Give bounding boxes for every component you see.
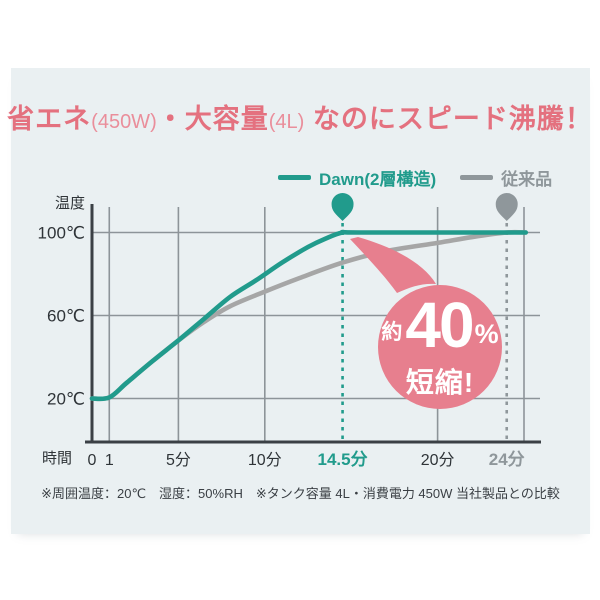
x-tick-label: 5分 <box>166 451 191 469</box>
callout-circle <box>378 285 502 409</box>
legend-label: 従来品 <box>501 169 553 189</box>
headline-segment: 省エネ <box>7 104 92 134</box>
y-tick-label: 20℃ <box>47 390 85 409</box>
y-tick-label: 60℃ <box>47 307 85 326</box>
boil-point-pin <box>495 192 518 221</box>
headline-segment: ・大容量 <box>156 104 269 134</box>
callout-value: 40 <box>405 289 474 361</box>
legend-label: Dawn(2層構造) <box>319 169 437 189</box>
y-axis-title: 温度 <box>55 195 85 212</box>
headline: 省エネ(450W)・大容量(4L) なのにスピード沸騰！ <box>0 101 600 142</box>
legend-item-conventional: 従来品 <box>460 165 552 190</box>
chart-panel <box>11 68 590 534</box>
callout-approx: 約 <box>381 320 403 344</box>
dawn-series-line <box>89 229 529 402</box>
x-tick-label: 10分 <box>248 451 282 469</box>
x-tick-label: 1 <box>105 452 114 469</box>
conventional-line-swatch <box>460 174 494 180</box>
callout-suffix: 短縮! <box>405 367 475 398</box>
footnote: ※周囲温度：20℃ 湿度：50%RH ※タンク容量 4L・消費電力 450W 当… <box>41 486 560 501</box>
callout-reduction-badge: 約 40 % 短縮! <box>372 291 508 403</box>
x-tick-label: 20分 <box>421 451 455 469</box>
boil-point-pin <box>331 193 354 221</box>
y-tick-label: 100℃ <box>38 224 85 243</box>
headline-segment: (4L) <box>268 111 305 133</box>
x-axis-title: 時間 <box>42 450 72 467</box>
legend: Dawn(2層構造) 従来品 <box>278 165 552 190</box>
dawn-line-swatch <box>278 174 311 180</box>
x-tick-label: 24分 <box>489 450 525 469</box>
headline-segment: (450W) <box>91 111 157 133</box>
x-tick-label: 0 <box>88 452 97 469</box>
callout-tail <box>350 237 436 293</box>
x-tick-label: 14.5分 <box>318 450 368 469</box>
callout-unit: % <box>474 318 499 349</box>
legend-item-dawn: Dawn(2層構造) <box>278 165 436 190</box>
headline-segment: なのにスピード沸騰！ <box>304 104 593 134</box>
axes <box>85 204 541 444</box>
